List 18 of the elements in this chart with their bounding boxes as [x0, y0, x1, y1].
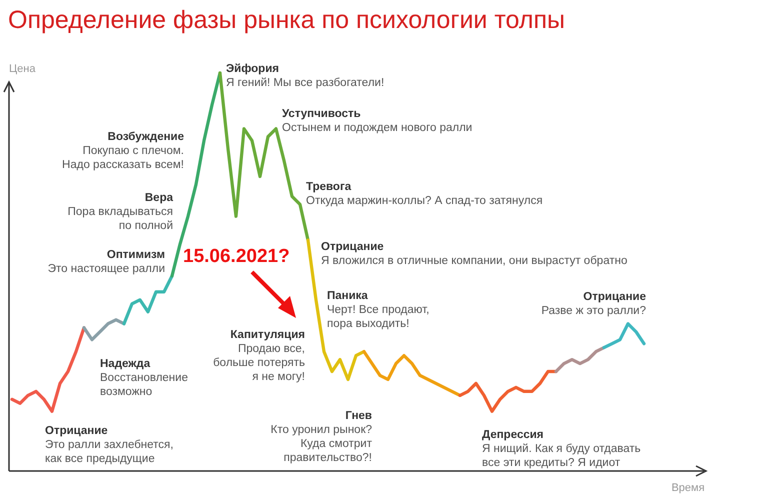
annotation: Гнев Кто уронил рынок? Куда смотрит правительство?!	[270, 410, 373, 464]
annotation: Уступчивость Остынем и подождем нового ралли	[282, 108, 472, 134]
annotation: Тревога Откуда маржин-коллы? А спад-то затянулся	[306, 181, 543, 207]
annotation: Эйфория Я гений! Мы все разбогатели!	[226, 63, 384, 89]
annotation: Депрессия Я нищий. Как я буду отдавать все эти кредиты? Я идиот	[482, 429, 641, 469]
annotation: 15.06.2021?	[183, 246, 290, 267]
annotation: Вера Пора вкладываться по полной	[68, 192, 174, 232]
annotation: Капитуляция Продаю все, больше потерять я не могу!	[213, 329, 306, 383]
y-axis-title: Цена	[9, 63, 36, 75]
chart-title: Определение фазы рынка по психологии толпы	[8, 6, 565, 34]
annotation: Надежда Восстановление возможно	[100, 358, 188, 398]
x-axis-title: Время	[671, 482, 705, 494]
annotation: Возбуждение Покупаю с плечом. Надо рассказать всем!	[62, 131, 184, 171]
annotation: Отрицание Я вложился в отличные компании, они вырастут обратно	[321, 241, 628, 267]
annotation: Оптимизм Это настоящее ралли	[48, 249, 165, 275]
annotation: Отрицание Это ралли захлебнется, как все предыдущие	[45, 425, 174, 465]
annotation: Отрицание Разве ж это ралли?	[541, 291, 646, 317]
annotation: Паника Черт! Все продают, пора выходить!	[327, 290, 430, 330]
